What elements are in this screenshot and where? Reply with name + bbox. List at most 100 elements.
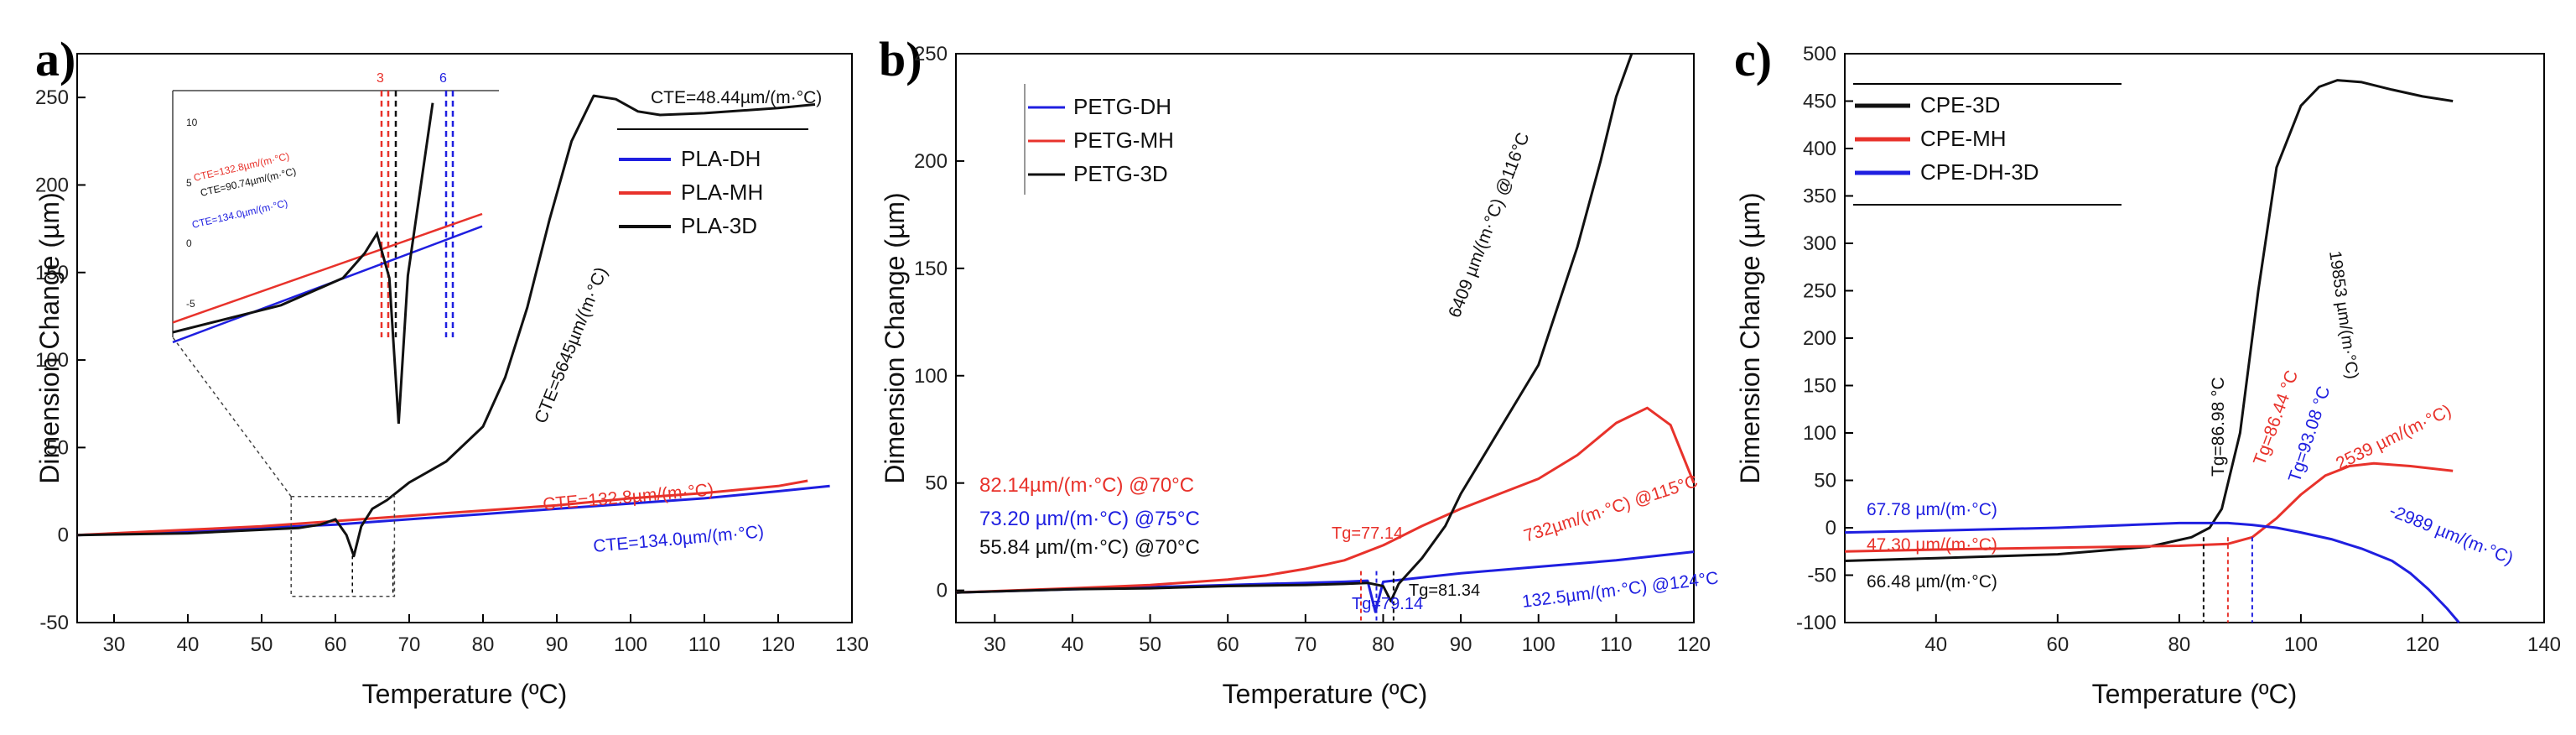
y-tick-label: 100 xyxy=(914,365,948,388)
y-tick-label: 150 xyxy=(914,258,948,280)
legend-label-pla-dh: PLA-DH xyxy=(681,146,761,171)
y-tick-label: 0 xyxy=(1826,517,1836,540)
legend-label-cpe-3d: CPE-3D xyxy=(1920,92,2000,117)
annotation-cte: CTE=134.0µm/(m·°C) xyxy=(592,522,765,556)
inset-tick-label: -5 xyxy=(186,298,195,310)
x-tick-label: 50 xyxy=(1139,633,1161,656)
x-axis-label: Temperature (ºC) xyxy=(362,679,568,709)
x-tick-label: 90 xyxy=(1450,633,1472,656)
y-tick-label: 350 xyxy=(1803,185,1836,208)
series-line-pla-dh xyxy=(76,484,830,537)
series-line-petg-3d xyxy=(955,53,1633,602)
x-tick-label: 90 xyxy=(546,633,569,656)
panel-c: c) 40 60 80 100 120 140 -100 -50 0 50 100 150 200 250 3… xyxy=(1734,32,2561,709)
annotation-cte: 66.48 µm/(m·°C) xyxy=(1867,572,1997,592)
x-tick-label: 110 xyxy=(688,633,720,656)
series-line-cpe-dh-3d xyxy=(1844,521,2460,623)
y-tick-label: 300 xyxy=(1803,232,1836,255)
inset-marker-label: 3 xyxy=(377,71,384,86)
y-tick-label: 0 xyxy=(937,580,948,602)
x-tick-label: 60 xyxy=(325,633,347,656)
annotation-cte: 73.20 µm/(m·°C) @75°C xyxy=(979,508,1200,530)
x-tick-label: 60 xyxy=(2046,633,2069,656)
annotation-tg: Tg=86.98 °C xyxy=(2209,377,2228,477)
legend-label-pla-3d: PLA-3D xyxy=(681,213,757,238)
x-tick-label: 100 xyxy=(1522,633,1555,656)
inset-cte-label: CTE=134.0µm/(m·°C) xyxy=(191,197,289,231)
y-tick-label: 250 xyxy=(1803,280,1836,303)
y-tick-label: -50 xyxy=(39,612,69,634)
annotation-cte: 55.84 µm/(m·°C) @70°C xyxy=(979,536,1200,559)
y-tick-label: 0 xyxy=(58,524,69,547)
y-tick-label: 50 xyxy=(925,472,948,495)
legend-label-petg-dh: PETG-DH xyxy=(1073,94,1171,119)
annotation-cte: 6409 µm/(m·°C) @116°C xyxy=(1445,130,1533,321)
inset-marker-label: 6 xyxy=(439,71,447,86)
x-tick-label: 80 xyxy=(1372,633,1394,656)
x-tick-label: 40 xyxy=(177,633,200,656)
y-tick-label: 50 xyxy=(46,436,69,459)
panel-letter: c) xyxy=(1734,32,1772,86)
x-tick-label: 70 xyxy=(398,633,421,656)
y-axis-label: Dimension Change (µm) xyxy=(1735,192,1765,483)
annotation-cte: 19853 µm/(m·°C) xyxy=(2325,250,2361,381)
inset-tick-label: 5 xyxy=(186,177,192,189)
annotation-cte: 67.78 µm/(m·°C) xyxy=(1867,500,1997,519)
x-tick-label: 40 xyxy=(1924,633,1947,656)
annotation-cte: 732µm/(m·°C) @115°C xyxy=(1521,472,1700,546)
annotation-tg: Tg=77.14 xyxy=(1332,524,1403,543)
y-tick-label: 50 xyxy=(1814,470,1836,493)
series-line-cpe-3d xyxy=(1844,79,2454,562)
panel-letter: a) xyxy=(35,32,75,86)
series-line-petg-mh xyxy=(955,406,1696,594)
annotation-cte: CTE=48.44µm/(m·°C) xyxy=(651,88,822,107)
annotation-cte: 47.30 µm/(m·°C) xyxy=(1867,535,1997,555)
inset-tick-label: 0 xyxy=(186,237,192,249)
x-tick-label: 50 xyxy=(251,633,273,656)
x-tick-label: 120 xyxy=(1677,633,1711,656)
annotation-tg: Tg=79.14 xyxy=(1352,595,1423,613)
annotation-cte: 132.5µm/(m·°C) @124°C xyxy=(1521,568,1720,612)
x-tick-label: 110 xyxy=(1600,633,1632,656)
x-tick-label: 80 xyxy=(2168,633,2191,656)
annotation-tg: Tg=81.34 xyxy=(1409,581,1480,600)
x-tick-label: 30 xyxy=(984,633,1006,656)
legend-label-petg-mh: PETG-MH xyxy=(1073,128,1174,153)
plot-frame xyxy=(955,53,1695,623)
y-tick-label: 100 xyxy=(1803,422,1836,445)
y-tick-label: 450 xyxy=(1803,91,1836,113)
x-tick-label: 120 xyxy=(761,633,795,656)
legend-label-petg-3d: PETG-3D xyxy=(1073,161,1168,186)
x-tick-label: 80 xyxy=(472,633,495,656)
x-tick-label: 120 xyxy=(2406,633,2439,656)
x-axis-label: Temperature (ºC) xyxy=(2092,679,2298,709)
series-line-pla-3d xyxy=(76,94,816,558)
inset-series-pla-3d xyxy=(172,102,434,424)
series-line-pla-mh xyxy=(76,479,808,537)
x-tick-label: 40 xyxy=(1062,633,1084,656)
annotation-cte: -2989 µm/(m·°C) xyxy=(2386,501,2516,568)
annotation-cte: 82.14µm/(m·°C) @70°C xyxy=(979,474,1194,497)
panel-letter: b) xyxy=(879,32,922,86)
x-tick-label: 140 xyxy=(2527,633,2561,656)
x-axis-label: Temperature (ºC) xyxy=(1223,679,1428,709)
panel-b: b) 30 40 50 60 70 80 90 100 110 120 0 50 100 150 200 250… xyxy=(879,32,1720,709)
y-tick-label: 200 xyxy=(914,150,948,173)
y-axis-label: Dimension Change (µm) xyxy=(880,192,910,483)
y-tick-label: 400 xyxy=(1803,138,1836,160)
y-tick-label: 150 xyxy=(35,262,69,284)
y-tick-label: 150 xyxy=(1803,375,1836,398)
panel-a: a)30 40 50 60 70 80 90 100 110 120 130-50050100150… xyxy=(34,32,869,709)
x-tick-label: 100 xyxy=(2284,633,2318,656)
zoom-connector xyxy=(172,336,292,498)
x-tick-label: 130 xyxy=(835,633,869,656)
y-tick-label: 200 xyxy=(35,174,69,196)
x-tick-label: 30 xyxy=(103,633,126,656)
annotation-cte: CTE=5645µm/(m·°C) xyxy=(531,264,611,426)
legend-label-cpe-dh-3d: CPE-DH-3D xyxy=(1920,159,2039,185)
plot-frame xyxy=(76,53,853,623)
series-line-cpe-mh xyxy=(1844,461,2454,553)
y-tick-label: -100 xyxy=(1796,612,1836,634)
y-tick-label: 500 xyxy=(1803,43,1836,65)
